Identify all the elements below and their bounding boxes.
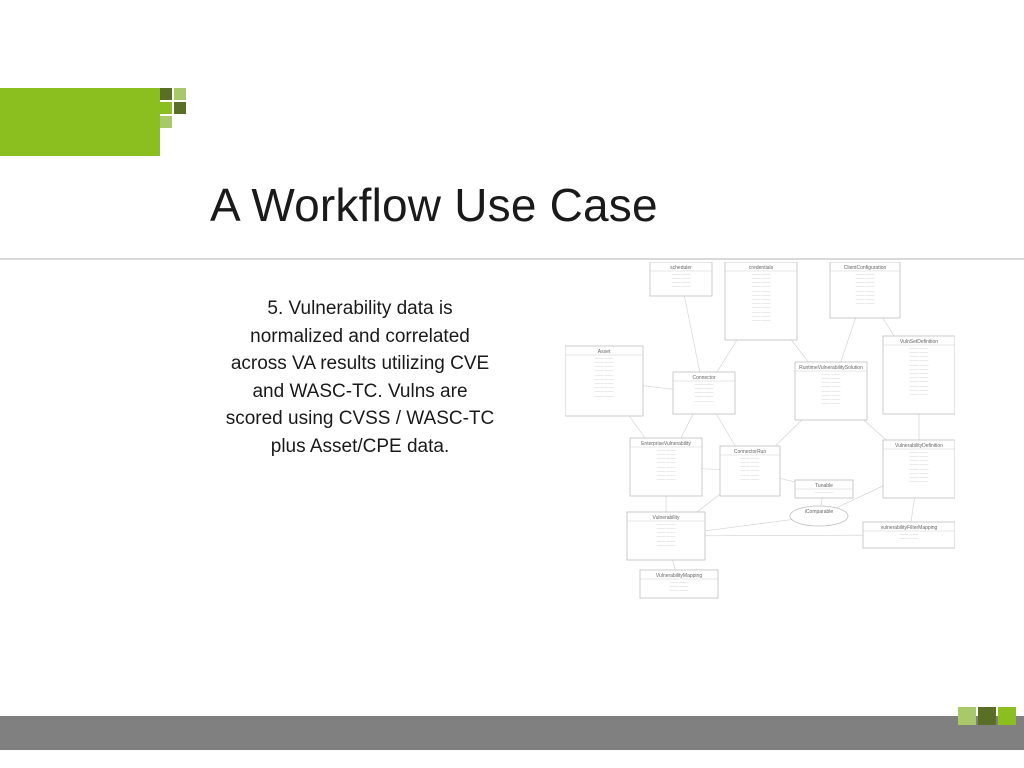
svg-text:EnterpriseVulnerability: EnterpriseVulnerability (641, 441, 691, 447)
svg-text:Asset: Asset (598, 349, 611, 355)
svg-text:RuntimeVulnerabilitySolution: RuntimeVulnerabilitySolution (799, 365, 863, 371)
accent-square (160, 116, 172, 128)
accent-square (174, 102, 186, 114)
svg-text:ConnectorRun: ConnectorRun (734, 449, 766, 455)
svg-text:——— ———: ——— ——— (752, 318, 771, 322)
svg-text:——— ———: ——— ——— (657, 543, 676, 547)
svg-text:Tunable: Tunable (815, 483, 833, 489)
svg-text:VulnSetDefinition: VulnSetDefinition (900, 339, 938, 345)
svg-text:——— ———: ——— ——— (695, 399, 714, 403)
svg-text:ClientConfiguration: ClientConfiguration (844, 265, 887, 271)
svg-text:Connector: Connector (692, 375, 715, 381)
svg-text:iComparable: iComparable (805, 509, 834, 515)
accent-square (958, 707, 976, 725)
svg-text:——— ———: ——— ——— (900, 536, 919, 540)
svg-text:——— ———: ——— ——— (822, 401, 841, 405)
svg-text:——— ———: ——— ——— (672, 285, 691, 289)
accent-top (0, 88, 186, 156)
svg-text:VulnerabilityMapping: VulnerabilityMapping (656, 573, 702, 579)
slide-title: A Workflow Use Case (210, 178, 658, 232)
svg-text:credentials: credentials (749, 265, 774, 271)
slide: A Workflow Use Case 5. Vulnerability dat… (0, 0, 1024, 768)
svg-text:——— ———: ——— ——— (910, 392, 929, 396)
svg-text:vulnerabilityFilterMapping: vulnerabilityFilterMapping (881, 525, 938, 531)
accent-square (998, 707, 1016, 725)
svg-text:——— ———: ——— ——— (856, 301, 875, 305)
accent-squares (160, 88, 186, 156)
divider-line (0, 258, 1024, 260)
svg-text:Vulnerability: Vulnerability (652, 515, 680, 521)
svg-text:——— ———: ——— ——— (910, 479, 929, 483)
accent-bottom (0, 716, 1024, 750)
svg-text:VulnerabilityDefinition: VulnerabilityDefinition (895, 443, 943, 449)
accent-square (174, 88, 186, 100)
svg-text:——— ———: ——— ——— (657, 477, 676, 481)
accent-square (160, 102, 172, 114)
body-text: 5. Vulnerability data is normalized and … (225, 295, 495, 460)
svg-text:——— ———: ——— ——— (670, 588, 689, 592)
svg-text:——— ———: ——— ——— (815, 490, 834, 494)
accent-square (978, 707, 996, 725)
svg-text:——— ———: ——— ——— (741, 477, 760, 481)
svg-text:——— ———: ——— ——— (595, 394, 614, 398)
svg-text:scheduler: scheduler (670, 265, 692, 271)
accent-green-block (0, 88, 160, 156)
accent-square (160, 88, 172, 100)
er-diagram: scheduler ——— ——— ——— ——— ——— ——— ——— ——— cre… (565, 262, 955, 602)
